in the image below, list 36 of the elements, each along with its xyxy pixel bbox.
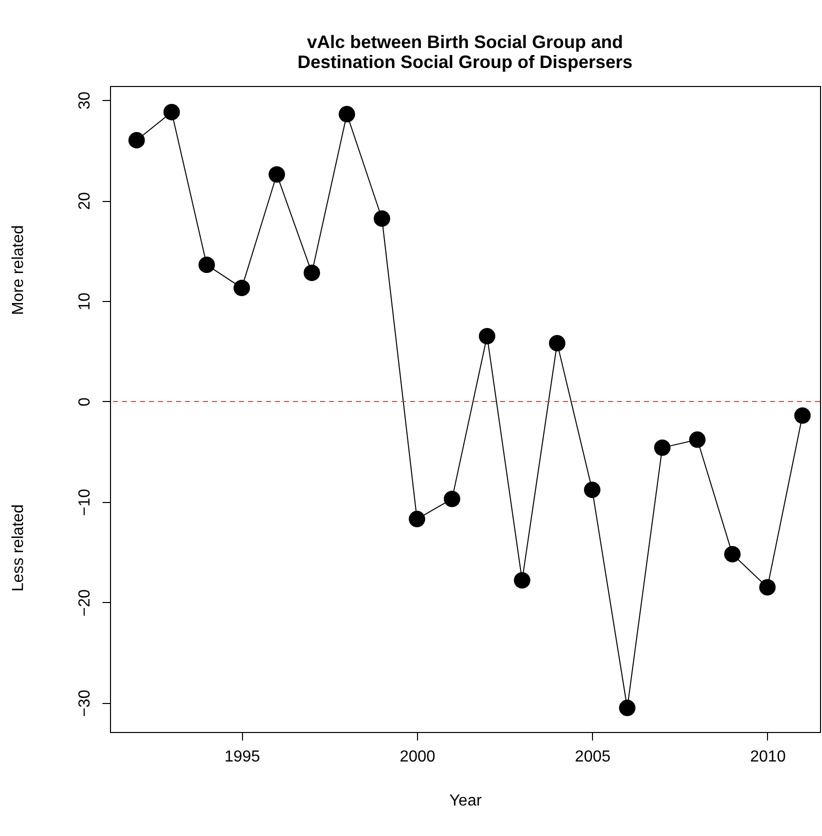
- point: [338, 106, 356, 122]
- point: [689, 431, 706, 448]
- point: [268, 166, 286, 183]
- x-tick-label: 1995: [224, 748, 260, 766]
- point: [234, 280, 250, 296]
- point: [654, 439, 671, 456]
- point: [408, 510, 426, 528]
- point: [548, 334, 566, 352]
- y-tick-label: 0: [76, 397, 94, 406]
- point: [128, 132, 145, 148]
- y-tick-label: −30: [76, 690, 94, 717]
- point: [724, 546, 741, 562]
- text: Destination Social Group of Dispersers: [297, 52, 633, 72]
- point: [444, 490, 460, 508]
- x-axis-title: Year: [449, 792, 482, 810]
- point: [163, 104, 180, 120]
- text: Less related: [10, 504, 27, 592]
- y-tick-label: 30: [76, 92, 94, 110]
- point: [759, 579, 776, 596]
- y-tick-label: −20: [76, 589, 94, 616]
- y-tick-label: 20: [76, 192, 94, 210]
- text: More related: [10, 225, 27, 316]
- x-tick-label: 2000: [400, 748, 436, 766]
- point: [619, 700, 636, 716]
- point: [374, 210, 390, 227]
- point: [794, 407, 811, 424]
- point: [304, 264, 320, 282]
- point: [514, 572, 530, 588]
- y-tick-label: 10: [76, 292, 94, 310]
- x-tick-label: 2010: [750, 748, 786, 766]
- point: [198, 256, 215, 274]
- x-tick-label: 2005: [574, 748, 611, 766]
- text: vAlc between Birth Social Group and: [306, 32, 624, 52]
- point: [478, 328, 496, 344]
- point: [584, 482, 600, 498]
- y-tick-label: −10: [76, 488, 94, 516]
